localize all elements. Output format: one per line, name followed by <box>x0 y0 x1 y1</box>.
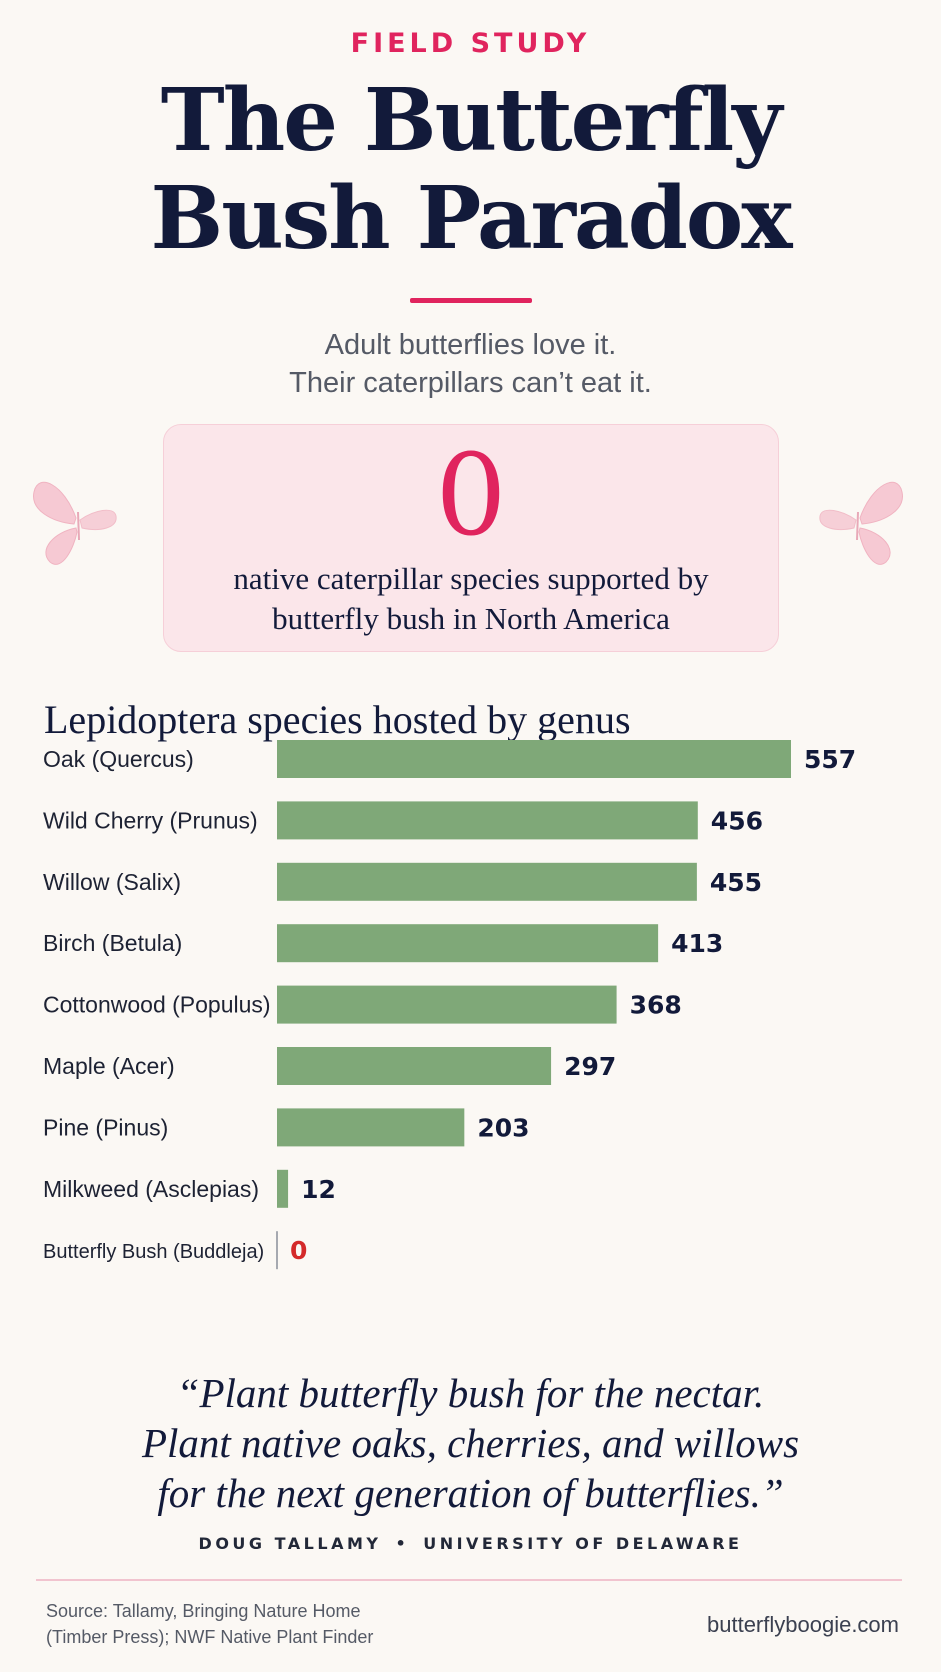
category-label: Oak (Quercus) <box>43 746 194 772</box>
bar <box>277 862 697 901</box>
value-label: 368 <box>630 991 682 1020</box>
value-label: 456 <box>711 806 763 835</box>
title-line-1: The Butterfly <box>160 70 783 171</box>
quote-line-1: “Plant butterfly bush for the nectar. <box>176 1370 765 1416</box>
source-note: Source: Tallamy, Bringing Nature Home (T… <box>46 1598 466 1650</box>
value-label: 297 <box>564 1052 616 1081</box>
stat-label: native caterpillar species supported by … <box>164 559 778 639</box>
category-label: Wild Cherry (Prunus) <box>43 807 258 833</box>
value-label: 557 <box>804 745 856 774</box>
value-label: 12 <box>301 1175 336 1204</box>
source-line-2: (Timber Press); NWF Native Plant Finder <box>46 1627 374 1647</box>
bar <box>277 924 659 963</box>
quote-line-2: Plant native oaks, cherries, and willows <box>141 1420 800 1466</box>
site-link[interactable]: butterflyboogie.com <box>707 1612 899 1637</box>
bar <box>277 985 617 1024</box>
category-label: Willow (Salix) <box>43 869 181 895</box>
bar <box>277 1169 289 1208</box>
subtitle: Adult butterflies love it. Their caterpi… <box>0 326 941 402</box>
chart-title: Lepidoptera species hosted by genus <box>44 697 631 742</box>
quote-line-3: for the next generation of butterflies.” <box>157 1470 784 1516</box>
quote-author: DOUG TALLAMY <box>198 1534 382 1553</box>
value-label: 455 <box>710 868 762 897</box>
stat-callout: 0 native caterpillar species supported b… <box>163 424 779 652</box>
category-label: Milkweed (Asclepias) <box>43 1176 259 1202</box>
bar <box>277 1108 465 1147</box>
bar-chart: Oak (Quercus) 557 Wild Cherry (Prunus) 456 W… <box>43 740 856 1270</box>
footer-divider <box>36 1579 902 1581</box>
title-line-2: Bush Paradox <box>150 168 793 269</box>
quote-affiliation: UNIVERSITY OF DELAWARE <box>423 1534 743 1553</box>
category-label: Birch (Betula) <box>43 930 182 956</box>
value-label: 203 <box>477 1113 529 1142</box>
page-title: The Butterfly Bush Paradox <box>0 72 941 268</box>
bar <box>277 740 791 778</box>
category-label: Cottonwood (Populus) <box>43 992 271 1018</box>
value-label: 0 <box>290 1236 307 1265</box>
stat-label-line-1: native caterpillar species supported by <box>233 561 709 596</box>
category-label: Pine (Pinus) <box>43 1114 168 1140</box>
bar <box>277 1047 552 1085</box>
subtitle-line-2: Their caterpillars can’t eat it. <box>289 367 652 399</box>
category-label: Maple (Acer) <box>43 1053 175 1079</box>
category-label: Butterfly Bush (Buddleja) <box>43 1241 264 1263</box>
quote-attribution: DOUG TALLAMY • UNIVERSITY OF DELAWARE <box>0 1534 941 1553</box>
subtitle-line-1: Adult butterflies love it. <box>324 329 617 361</box>
eyebrow-label: FIELD STUDY <box>350 28 591 59</box>
stat-label-line-2: butterfly bush in North America <box>272 601 670 636</box>
attribution-separator: • <box>395 1534 410 1553</box>
source-line-1: Source: Tallamy, Bringing Nature Home <box>46 1601 361 1621</box>
value-label: 413 <box>671 929 723 958</box>
butterfly-icon-left <box>33 481 117 565</box>
stat-number: 0 <box>435 431 507 561</box>
pull-quote: “Plant butterfly bush for the nectar. Pl… <box>0 1368 941 1518</box>
butterfly-icon-right <box>819 481 903 565</box>
title-divider <box>410 298 532 303</box>
bar <box>277 801 698 840</box>
